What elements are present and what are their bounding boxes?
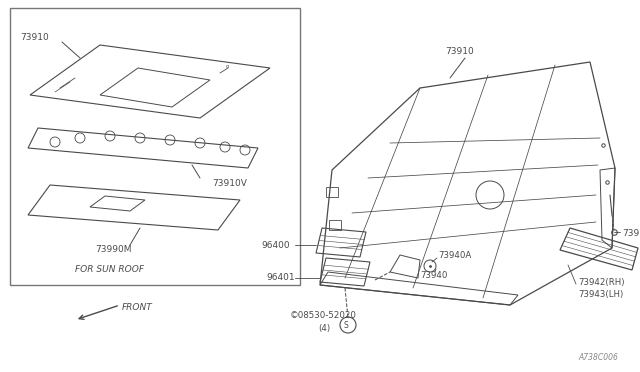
Text: 73910: 73910	[445, 48, 474, 57]
Text: 73943(LH): 73943(LH)	[578, 291, 623, 299]
Text: 73910F: 73910F	[622, 228, 640, 237]
Text: 73910: 73910	[20, 33, 49, 42]
Text: FRONT: FRONT	[122, 304, 153, 312]
Text: A738C006: A738C006	[578, 353, 618, 362]
Text: 73910V: 73910V	[212, 179, 247, 187]
Text: (4): (4)	[318, 324, 330, 333]
Text: 73940: 73940	[420, 270, 447, 279]
Text: ©08530-52020: ©08530-52020	[290, 311, 357, 320]
Text: o: o	[226, 64, 229, 68]
Text: S: S	[344, 321, 348, 330]
Text: FOR SUN ROOF: FOR SUN ROOF	[75, 266, 144, 275]
Text: 96401: 96401	[266, 273, 295, 282]
Bar	[329, 220, 341, 230]
Bar	[10, 8, 300, 285]
Text: 96400: 96400	[261, 241, 290, 250]
Text: 73940A: 73940A	[438, 250, 471, 260]
Text: 73942(RH): 73942(RH)	[578, 279, 625, 288]
Text: 73990M: 73990M	[95, 246, 131, 254]
Bar	[326, 187, 338, 197]
